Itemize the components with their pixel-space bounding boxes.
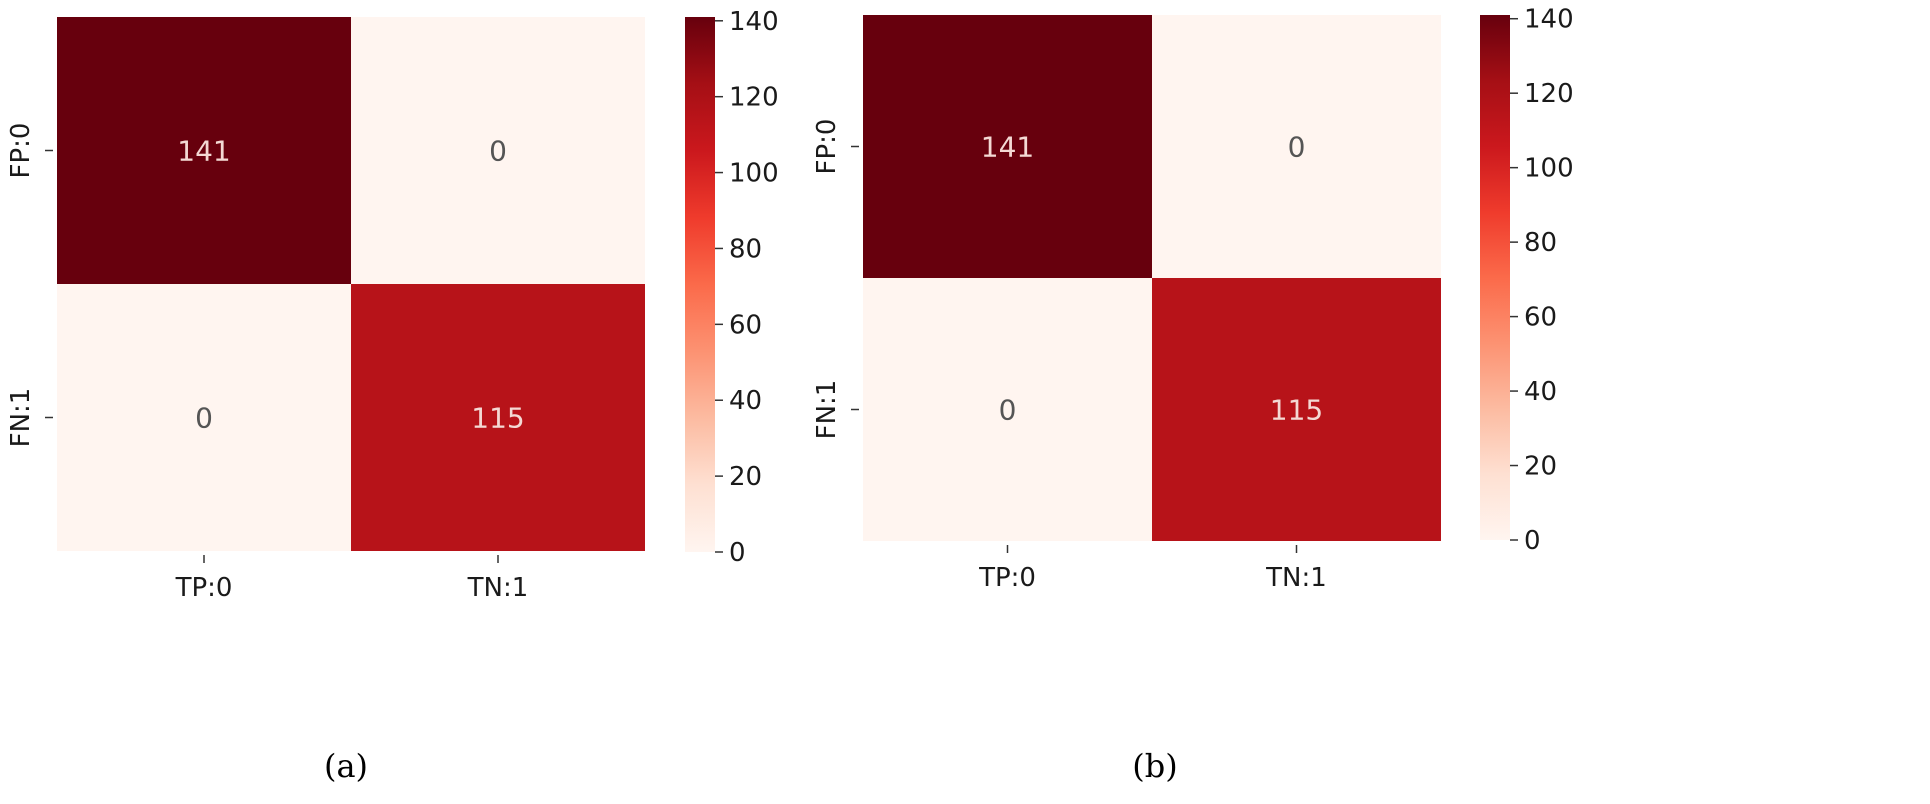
cell-value-label-r0-c0: 141 xyxy=(981,131,1034,164)
cell-value-label-r0-c1: 0 xyxy=(1288,131,1306,164)
heatmap-cell-r0-c1 xyxy=(1152,15,1441,278)
heatmap-cell-r0-c0 xyxy=(57,17,351,284)
colorbar-tick-label-4: 80 xyxy=(729,234,762,264)
colorbar-0 xyxy=(685,17,715,552)
panel-caption-0: (a) xyxy=(324,747,368,785)
x-tick-label-1: TN:1 xyxy=(1265,563,1327,593)
colorbar-tick-label-1: 20 xyxy=(729,462,762,492)
heatmap-cell-r0-c0 xyxy=(863,15,1152,278)
colorbar-tick-label-6: 120 xyxy=(1524,79,1574,109)
cell-value-label-r0-c0: 141 xyxy=(177,135,230,168)
y-tick-label-0: FP:0 xyxy=(812,119,842,175)
heatmap-panel-1: 141 0 0 115 TP:0 TN:1 FP:0 FN:1 0 20 40 60 80 100 120 1… xyxy=(812,5,1574,785)
colorbar-tick-label-2: 40 xyxy=(1524,377,1557,407)
heatmap-cell-r1-c1 xyxy=(1152,278,1441,541)
colorbar-tick-label-7: 140 xyxy=(729,7,779,37)
colorbar-tick-label-3: 60 xyxy=(1524,303,1557,333)
x-tick-label-1: TN:1 xyxy=(467,573,529,603)
cell-value-label-r0-c1: 0 xyxy=(489,135,507,168)
cell-value-label-r1-c1: 115 xyxy=(1270,394,1323,427)
y-tick-label-0: FP:0 xyxy=(6,123,36,179)
colorbar-tick-label-5: 100 xyxy=(1524,154,1574,184)
colorbar-tick-label-0: 0 xyxy=(729,538,746,568)
heatmap-cell-r0-c1 xyxy=(351,17,645,284)
heatmap-cell-r1-c1 xyxy=(351,284,645,551)
colorbar-tick-label-3: 60 xyxy=(729,310,762,340)
colorbar-tick-label-5: 100 xyxy=(729,159,779,189)
heatmap-cell-r1-c0 xyxy=(57,284,351,551)
cell-value-label-r1-c0: 0 xyxy=(999,394,1017,427)
heatmap-cell-r1-c0 xyxy=(863,278,1152,541)
colorbar-tick-label-4: 80 xyxy=(1524,228,1557,258)
colorbar-tick-label-1: 20 xyxy=(1524,452,1557,482)
colorbar-tick-label-6: 120 xyxy=(729,83,779,113)
colorbar-1 xyxy=(1480,15,1510,540)
colorbar-tick-label-2: 40 xyxy=(729,386,762,416)
panel-caption-1: (b) xyxy=(1132,747,1177,785)
y-tick-label-1: FN:1 xyxy=(6,388,36,448)
colorbar-tick-label-7: 140 xyxy=(1524,5,1574,35)
cell-value-label-r1-c1: 115 xyxy=(471,402,524,435)
x-tick-label-0: TP:0 xyxy=(175,573,233,603)
cell-value-label-r1-c0: 0 xyxy=(195,402,213,435)
y-tick-label-1: FN:1 xyxy=(812,380,842,440)
colorbar-tick-label-0: 0 xyxy=(1524,526,1541,556)
heatmap-panel-0: 141 0 0 115 TP:0 TN:1 FP:0 FN:1 0 20 40 60 80 100 120 1… xyxy=(6,7,779,785)
x-tick-label-0: TP:0 xyxy=(978,563,1036,593)
